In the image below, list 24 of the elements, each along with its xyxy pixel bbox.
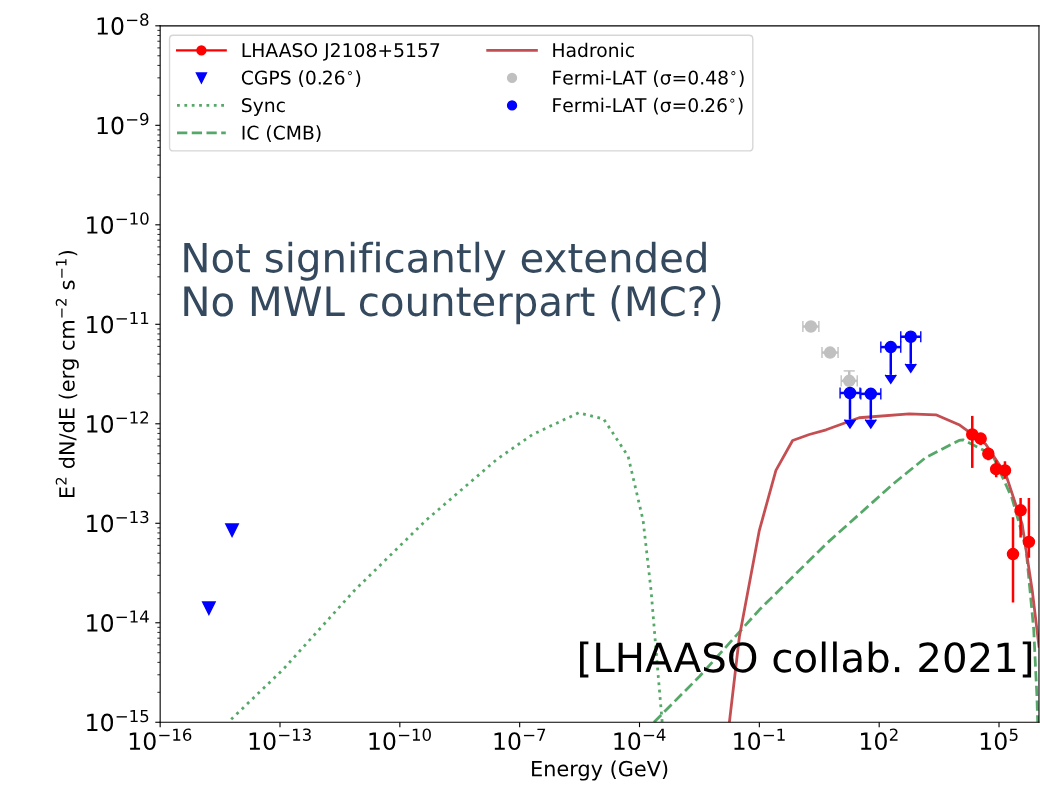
y-tick-label: 10$^{−12}$	[87, 411, 149, 433]
x-tick-label: 10$^{−10}$	[369, 728, 431, 751]
x-tick-label: 10$^{−7}$	[494, 728, 546, 751]
x-tick-label: 10$^{−4}$	[614, 728, 666, 751]
y-tick-label: 10$^{−13}$	[87, 510, 149, 533]
annotation: Not significantly extended No MWL counterpart (MC?)	[184, 241, 721, 325]
y-tick-label: 10$^{−8}$	[97, 13, 149, 35]
legend-label: IC (CMB)	[242, 125, 321, 142]
y-axis-title: E$^{2}$ dN/dE (erg cm$^{−2}$ s$^{−1}$)	[55, 250, 79, 497]
x-tick-label: 10$^{5}$	[980, 728, 1018, 751]
x-tick-label: 10$^{−1}$	[734, 728, 785, 751]
y-tick-label: 10$^{−14}$	[87, 610, 149, 632]
y-tick-label: 10$^{−11}$	[87, 312, 149, 334]
x-tick-label: 10$^{−13}$	[249, 728, 311, 751]
legend-label: Fermi-LAT (σ=0.26$^{∘}$)	[553, 97, 743, 115]
x-tick-label: 10$^{2}$	[860, 728, 898, 751]
legend-label: Hadronic	[553, 42, 634, 58]
legend-label: Fermi-LAT (σ=0.48$^{∘}$)	[553, 70, 744, 87]
legend-label: CGPS (0.26$^{∘}$)	[241, 70, 361, 87]
legend-label: LHAASO J2108+5157	[242, 43, 440, 61]
legend-label: Sync	[242, 98, 285, 116]
x-axis-title: Energy (GeV)	[532, 760, 668, 781]
y-tick-label: 10$^{−9}$	[97, 112, 149, 135]
y-tick-label: 10$^{−10}$	[87, 212, 149, 234]
